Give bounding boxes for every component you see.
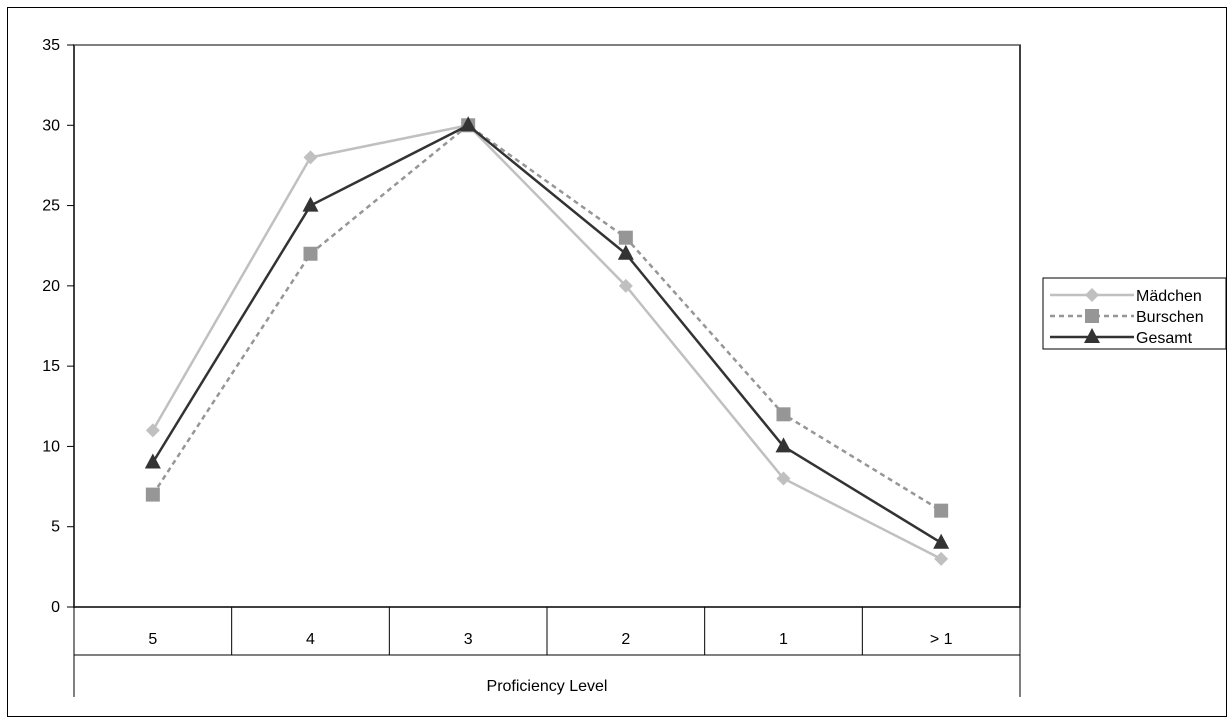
data-point-gesamt — [144, 453, 161, 469]
data-point-burschen — [145, 487, 160, 502]
data-point-burschen — [303, 246, 318, 261]
legend-marker-burschen — [1085, 309, 1099, 323]
series-line-burschen — [151, 123, 942, 512]
data-point-burschen — [776, 407, 791, 422]
x-tick-label: 5 — [148, 631, 157, 648]
data-point-gesamt — [933, 533, 950, 549]
y-tick-label: 25 — [42, 198, 60, 215]
y-tick-label: 0 — [51, 599, 60, 616]
legend-marker-m-dchen — [1085, 288, 1099, 302]
x-tick-label: 1 — [779, 631, 788, 648]
data-point-gesamt — [775, 437, 792, 453]
data-point-m-dchen — [303, 150, 318, 165]
x-tick-label: > 1 — [930, 631, 953, 648]
x-tick-label: 3 — [464, 631, 473, 648]
y-tick-label: 15 — [42, 358, 60, 375]
x-axis: 5 4 3 2 1 > 1 — [73, 45, 1021, 697]
data-point-m-dchen — [618, 278, 633, 293]
legend: Mädchen Burschen Gesamt — [1042, 277, 1227, 350]
y-axis: 0 5 10 15 20 25 30 35 — [42, 37, 74, 616]
x-tick-label: 4 — [306, 631, 315, 648]
y-tick-label: 5 — [51, 519, 60, 536]
series-gesamt — [144, 116, 950, 549]
data-point-m-dchen — [934, 551, 949, 566]
series-line-gesamt — [151, 123, 942, 544]
x-tick-label: 2 — [621, 631, 630, 648]
plot-area — [73, 44, 1021, 608]
series-m-dchen — [145, 118, 949, 566]
y-tick-label: 10 — [42, 438, 60, 455]
y-tick-label: 30 — [42, 117, 60, 134]
data-point-burschen — [934, 503, 949, 518]
data-point-burschen — [618, 230, 633, 245]
data-point-gesamt — [302, 196, 319, 212]
legend-label-m-dchen: Mädchen — [1136, 288, 1202, 305]
data-point-m-dchen — [776, 471, 791, 486]
data-point-m-dchen — [145, 423, 160, 438]
legend-label-burschen: Burschen — [1136, 309, 1204, 326]
legend-label-gesamt: Gesamt — [1136, 330, 1193, 347]
data-point-gesamt — [460, 116, 477, 132]
y-tick-label: 20 — [42, 278, 60, 295]
data-point-gesamt — [617, 244, 634, 260]
y-tick-label: 35 — [42, 37, 60, 54]
x-axis-title: Proficiency Level — [487, 678, 608, 695]
legend-marker-gesamt — [1084, 328, 1100, 343]
series-line-m-dchen — [151, 123, 942, 560]
series-group — [144, 116, 950, 566]
